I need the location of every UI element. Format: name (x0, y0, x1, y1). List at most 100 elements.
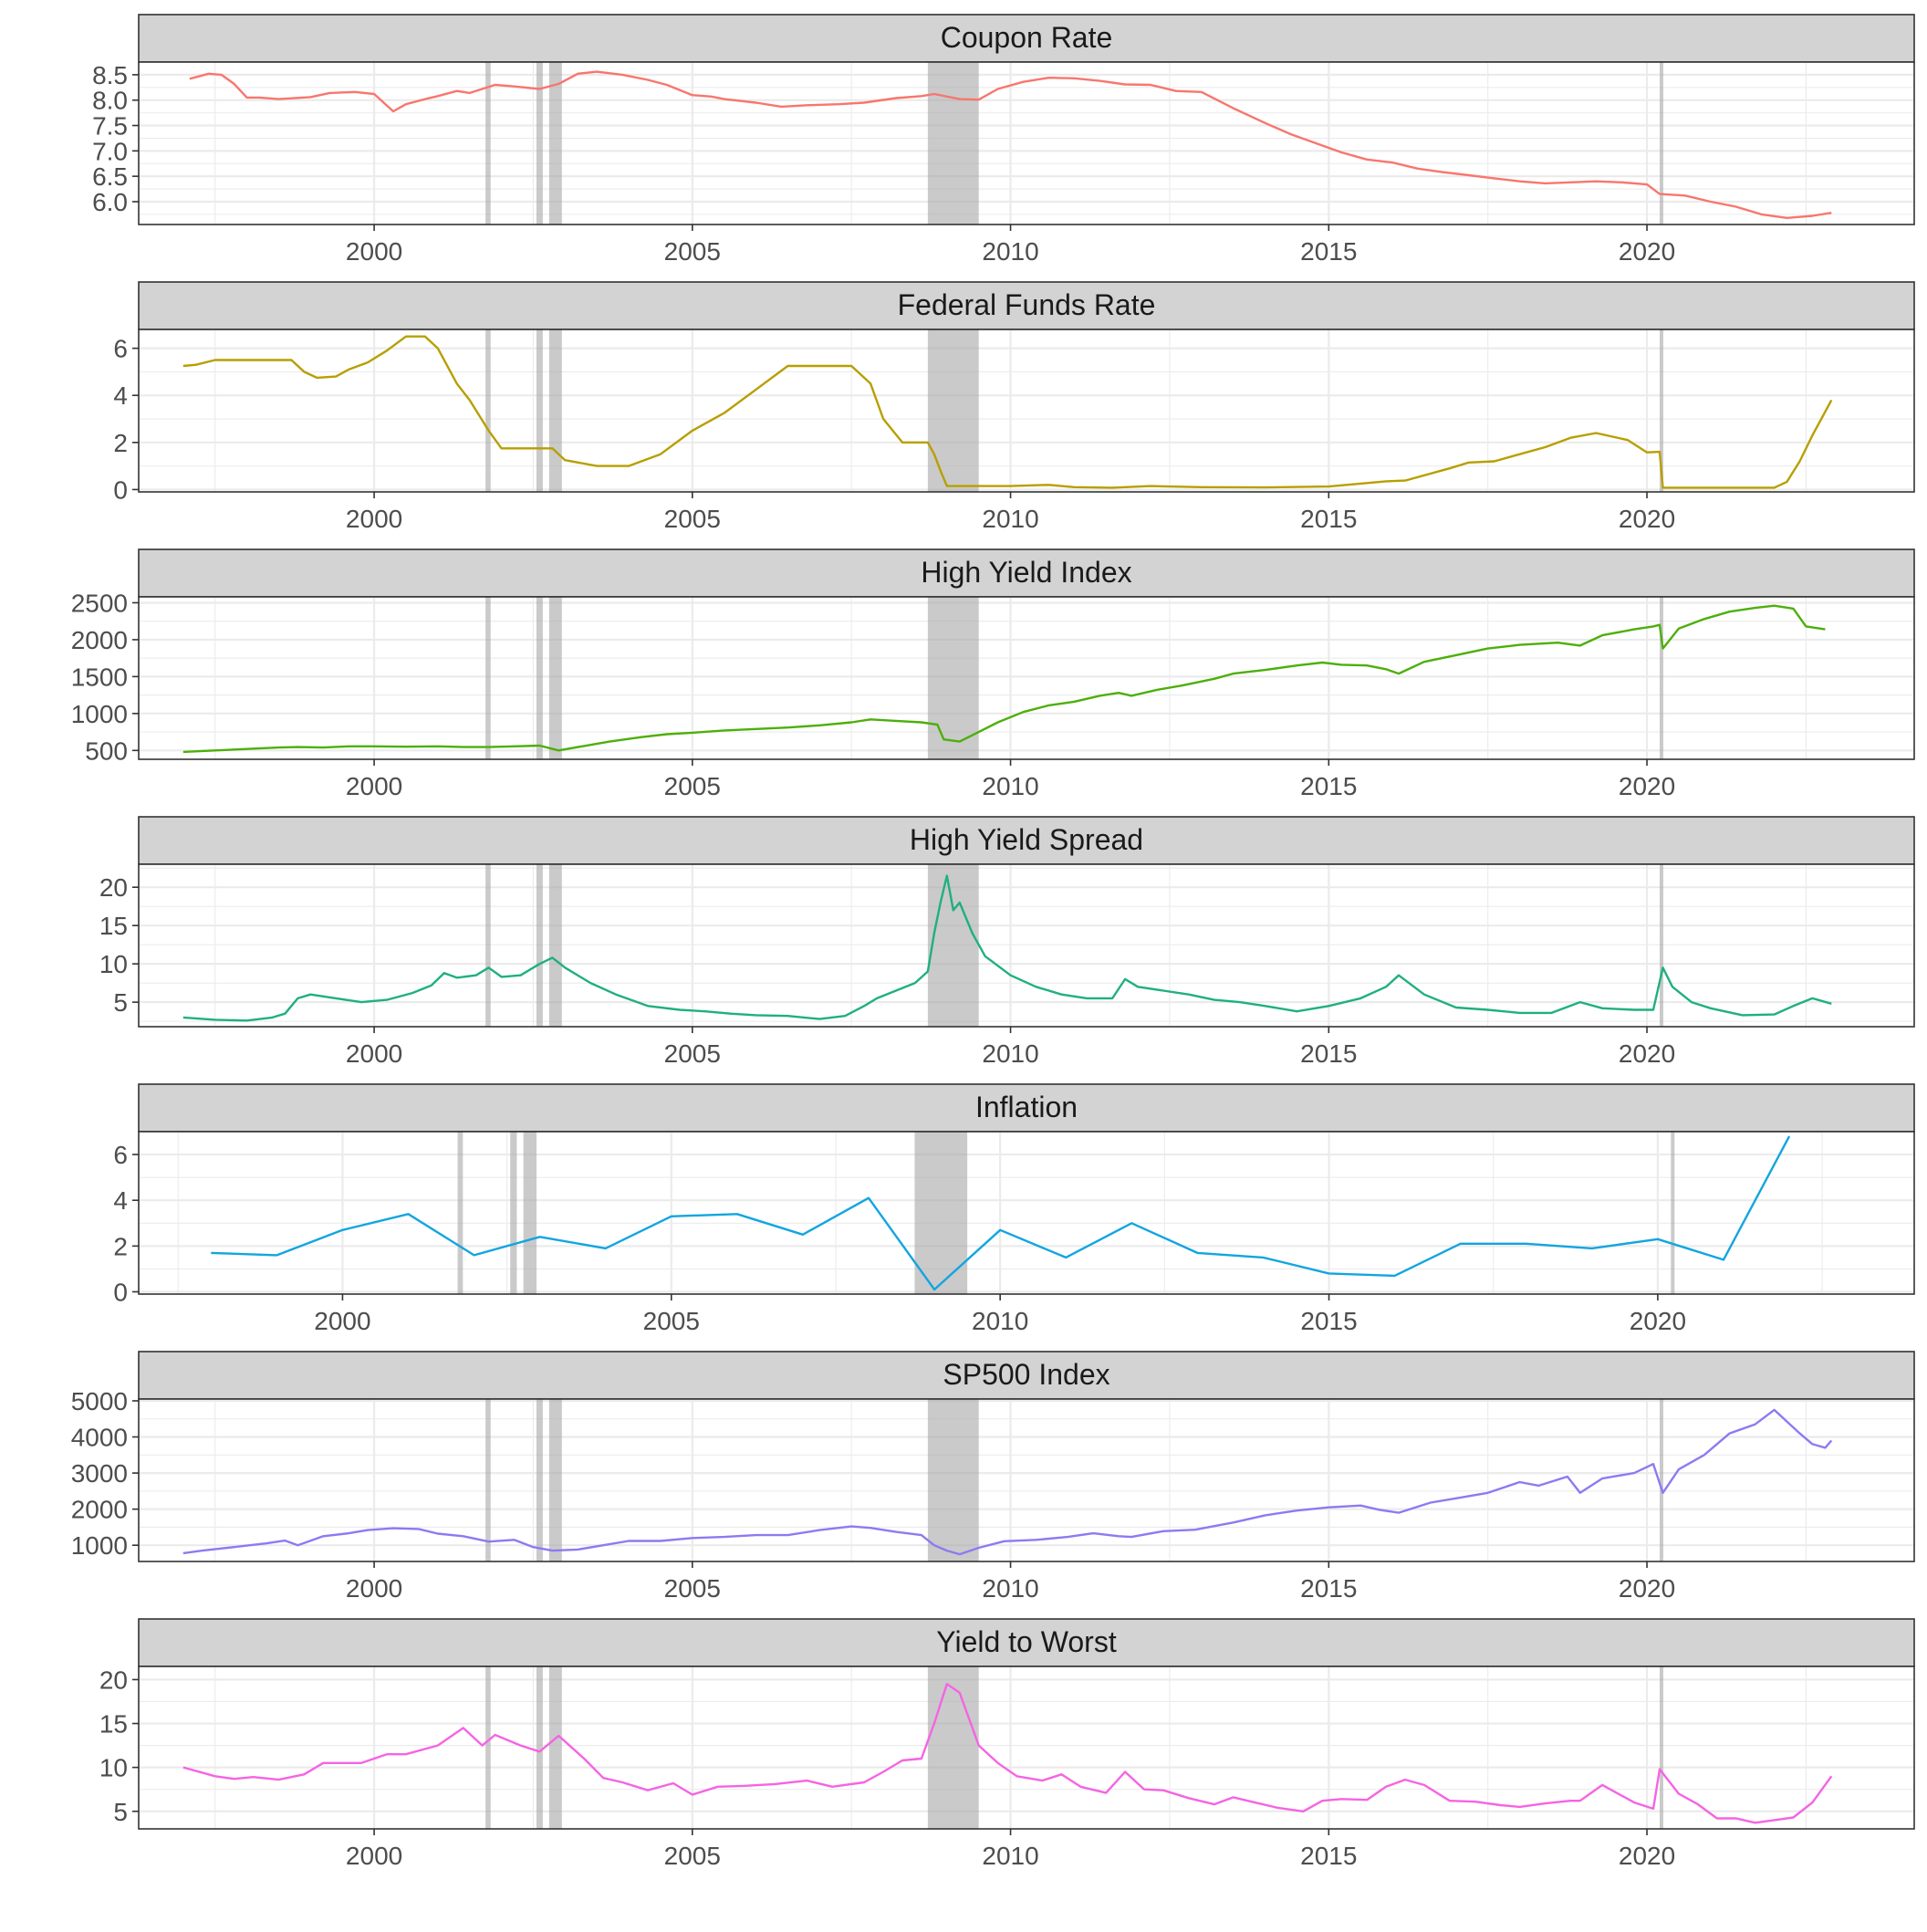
plot-area (139, 329, 1914, 492)
y-tick-label: 20 (99, 873, 128, 902)
x-tick-label: 2010 (982, 1574, 1038, 1603)
plot-area (139, 1132, 1914, 1294)
x-tick-label: 2020 (1619, 1842, 1675, 1870)
x-tick-label: 2010 (972, 1307, 1028, 1335)
x-axis: 2000 2005 2010 2015 2020 (314, 1294, 1686, 1335)
facet-title: Federal Funds Rate (898, 288, 1156, 321)
x-tick-label: 2010 (982, 1842, 1038, 1870)
x-tick-label: 2005 (664, 237, 721, 266)
x-tick-label: 2000 (314, 1307, 370, 1335)
facet-panel-5: Inflation 0 2 4 6 2000 2005 2010 2015 2020 (113, 1083, 1915, 1335)
recession-band (536, 329, 543, 492)
recession-band (1660, 62, 1664, 225)
gridlines (139, 864, 1914, 1027)
x-axis: 2000 2005 2010 2015 2020 (346, 1027, 1675, 1068)
recession-band (485, 864, 491, 1027)
x-tick-label: 2020 (1619, 1574, 1675, 1603)
gridlines (139, 1399, 1914, 1561)
x-axis: 2000 2005 2010 2015 2020 (346, 1561, 1675, 1603)
x-tick-label: 2015 (1300, 505, 1357, 533)
y-tick-label: 2000 (71, 626, 128, 654)
plot-area (139, 1666, 1914, 1829)
recession-band (1660, 329, 1664, 492)
x-tick-label: 2005 (643, 1307, 700, 1335)
recession-band (523, 1132, 537, 1294)
facet-panel-7: Yield to Worst 5 10 15 20 2000 2005 2010 2015 202… (99, 1618, 1915, 1870)
x-tick-label: 2020 (1619, 772, 1675, 800)
y-axis: 1000 2000 3000 4000 5000 (71, 1387, 139, 1560)
x-tick-label: 2005 (664, 1039, 721, 1068)
recession-shading (485, 597, 1664, 759)
plot-area (139, 62, 1914, 225)
plot-area (139, 864, 1914, 1027)
x-tick-label: 2015 (1300, 1842, 1357, 1870)
recession-band (457, 1132, 464, 1294)
y-tick-label: 5 (113, 1798, 128, 1826)
x-axis: 2000 2005 2010 2015 2020 (346, 492, 1675, 533)
recession-band (536, 597, 543, 759)
recession-band (510, 1132, 517, 1294)
recession-shading (457, 1132, 1675, 1294)
recession-band (485, 597, 491, 759)
recession-band (927, 1399, 979, 1561)
y-tick-label: 2 (113, 1232, 128, 1260)
series-line (182, 1408, 1833, 1556)
x-tick-label: 2020 (1619, 237, 1675, 266)
x-tick-label: 2020 (1619, 1039, 1675, 1068)
recession-band (914, 1132, 968, 1294)
y-tick-label: 10 (99, 1754, 128, 1782)
x-tick-label: 2000 (346, 1574, 402, 1603)
recession-band (927, 864, 979, 1027)
series-line (182, 335, 1833, 489)
x-tick-label: 2005 (664, 1842, 721, 1870)
y-axis: 6.06.57.07.58.08.5 (92, 61, 139, 216)
facet-strip (138, 1351, 1915, 1400)
series-line (182, 1683, 1833, 1824)
recession-shading (485, 1399, 1664, 1561)
recession-band (927, 597, 979, 759)
x-tick-label: 2010 (982, 772, 1038, 800)
y-tick-label: 4 (113, 381, 128, 410)
facet-strip (138, 548, 1915, 598)
y-tick-label: 10 (99, 950, 128, 978)
recession-band (485, 329, 491, 492)
x-tick-label: 2020 (1619, 505, 1675, 533)
x-tick-label: 2010 (982, 1039, 1038, 1068)
x-tick-label: 2015 (1300, 1307, 1357, 1335)
x-tick-label: 2015 (1300, 772, 1357, 800)
y-axis: 0 2 4 6 (113, 1141, 139, 1306)
recession-band (1660, 864, 1664, 1027)
y-tick-label: 2000 (71, 1496, 128, 1524)
gridlines (139, 597, 1914, 759)
facet-panel-1: Coupon Rate 6.06.57.07.58.08.5 2000 2005 201… (92, 14, 1915, 266)
x-tick-label: 2000 (346, 1039, 402, 1068)
recession-band (536, 1666, 543, 1829)
recession-band (485, 1666, 491, 1829)
x-axis: 2000 2005 2010 2015 2020 (346, 759, 1675, 800)
x-tick-label: 2020 (1630, 1307, 1686, 1335)
y-tick-label: 1000 (71, 700, 128, 728)
facet-panel-4: High Yield Spread 5 10 15 20 2000 2005 2010 2015… (99, 816, 1915, 1068)
recession-band (536, 62, 543, 225)
y-tick-label: 7.0 (92, 137, 128, 165)
recession-band (548, 1666, 562, 1829)
x-tick-label: 2000 (346, 237, 402, 266)
facet-title: Coupon Rate (941, 21, 1113, 54)
y-axis: 500 1000 1500 2000 2500 (71, 589, 139, 765)
panel-border (138, 863, 1915, 1028)
recession-shading (485, 864, 1664, 1027)
y-tick-label: 4000 (71, 1424, 128, 1452)
recession-band (548, 329, 562, 492)
y-tick-label: 15 (99, 1710, 128, 1739)
x-tick-label: 2000 (346, 772, 402, 800)
facet-title: SP500 Index (943, 1358, 1109, 1391)
y-tick-label: 4 (113, 1186, 128, 1215)
x-axis: 2000 2005 2010 2015 2020 (346, 1829, 1675, 1870)
x-tick-label: 2010 (982, 237, 1038, 266)
y-tick-label: 5 (113, 988, 128, 1017)
recession-band (548, 1399, 562, 1561)
series-line (182, 604, 1826, 754)
